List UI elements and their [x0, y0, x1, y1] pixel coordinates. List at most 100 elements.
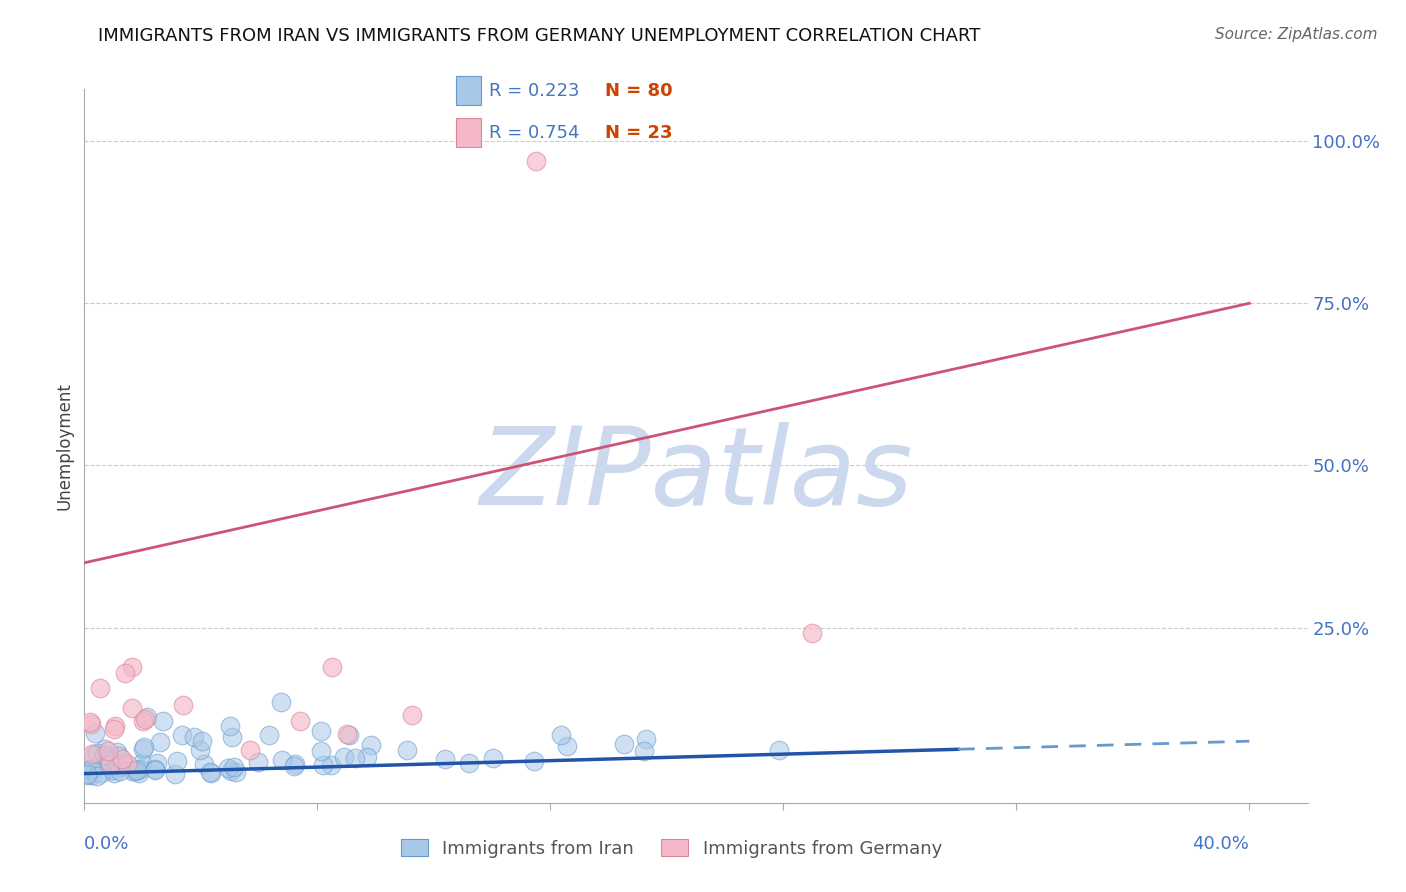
Text: Source: ZipAtlas.com: Source: ZipAtlas.com: [1215, 27, 1378, 42]
Point: [152, 714, 174, 728]
Point: [86, 746, 108, 760]
Point: [288, 714, 311, 728]
Point: [80, 762, 103, 776]
Point: [111, 752, 134, 766]
Point: [76, 767, 98, 781]
Text: ZIPatlas: ZIPatlas: [479, 422, 912, 527]
Point: [550, 728, 572, 742]
Point: [111, 756, 134, 770]
Point: [336, 727, 359, 741]
Point: [89, 681, 111, 696]
Point: [555, 739, 578, 753]
Point: [93, 748, 115, 763]
Text: 0.0%: 0.0%: [84, 835, 129, 853]
Point: [172, 698, 194, 712]
Point: [191, 734, 214, 748]
Point: [97, 744, 120, 758]
Point: [79, 764, 101, 778]
Point: [633, 744, 655, 758]
Point: [309, 744, 332, 758]
Point: [200, 765, 222, 780]
Point: [356, 750, 378, 764]
Y-axis label: Unemployment: Unemployment: [55, 382, 73, 510]
Point: [124, 764, 146, 778]
Point: [103, 722, 125, 736]
Point: [401, 708, 423, 723]
Text: R = 0.754: R = 0.754: [489, 124, 579, 142]
Point: [312, 758, 335, 772]
Point: [224, 759, 246, 773]
Point: [188, 743, 211, 757]
Point: [79, 715, 101, 730]
Point: [219, 764, 242, 779]
Point: [97, 754, 120, 768]
Point: [337, 728, 360, 742]
Point: [319, 757, 342, 772]
Point: [131, 756, 153, 770]
Point: [108, 760, 131, 774]
Point: [163, 766, 186, 780]
Point: [131, 741, 153, 756]
Point: [86, 769, 108, 783]
Point: [89, 757, 111, 772]
Point: [121, 764, 143, 779]
Point: [105, 745, 128, 759]
Point: [183, 730, 205, 744]
Point: [108, 764, 131, 779]
Point: [434, 752, 457, 766]
Point: [134, 713, 156, 727]
Point: [121, 660, 143, 674]
Point: [634, 732, 657, 747]
Point: [98, 756, 121, 771]
Point: [148, 735, 170, 749]
Point: [83, 748, 105, 763]
Point: [333, 750, 356, 764]
Point: [143, 762, 166, 776]
Text: N = 80: N = 80: [605, 81, 672, 100]
Point: [127, 763, 149, 777]
Point: [76, 767, 98, 781]
Point: [217, 761, 239, 775]
Point: [103, 766, 125, 780]
Point: [193, 757, 215, 772]
FancyBboxPatch shape: [456, 76, 481, 105]
Point: [80, 747, 103, 761]
Point: [90, 766, 112, 780]
Point: [170, 728, 193, 742]
Point: [613, 737, 636, 751]
Point: [115, 756, 138, 771]
Point: [97, 753, 120, 767]
Point: [270, 695, 292, 709]
Point: [128, 766, 150, 780]
Point: [311, 723, 333, 738]
Point: [146, 756, 169, 770]
Point: [100, 763, 122, 777]
Point: [80, 768, 103, 782]
Point: [395, 743, 418, 757]
Point: [284, 756, 307, 771]
Point: [321, 660, 343, 674]
Point: [225, 764, 247, 779]
Point: [344, 750, 367, 764]
Point: [221, 730, 243, 744]
Point: [247, 756, 270, 770]
Point: [457, 756, 479, 770]
Point: [105, 757, 128, 772]
Point: [166, 755, 188, 769]
Point: [121, 700, 143, 714]
Point: [239, 742, 262, 756]
Point: [108, 749, 131, 764]
Point: [523, 754, 546, 768]
Point: [84, 726, 107, 740]
Point: [114, 665, 136, 680]
Point: [100, 763, 122, 777]
Point: [79, 717, 101, 731]
Text: 40.0%: 40.0%: [1192, 835, 1250, 853]
FancyBboxPatch shape: [456, 119, 481, 147]
Point: [801, 625, 824, 640]
Point: [360, 738, 382, 752]
Point: [283, 759, 305, 773]
Point: [257, 728, 280, 742]
Point: [94, 742, 117, 756]
Legend: Immigrants from Iran, Immigrants from Germany: Immigrants from Iran, Immigrants from Ge…: [394, 832, 949, 865]
